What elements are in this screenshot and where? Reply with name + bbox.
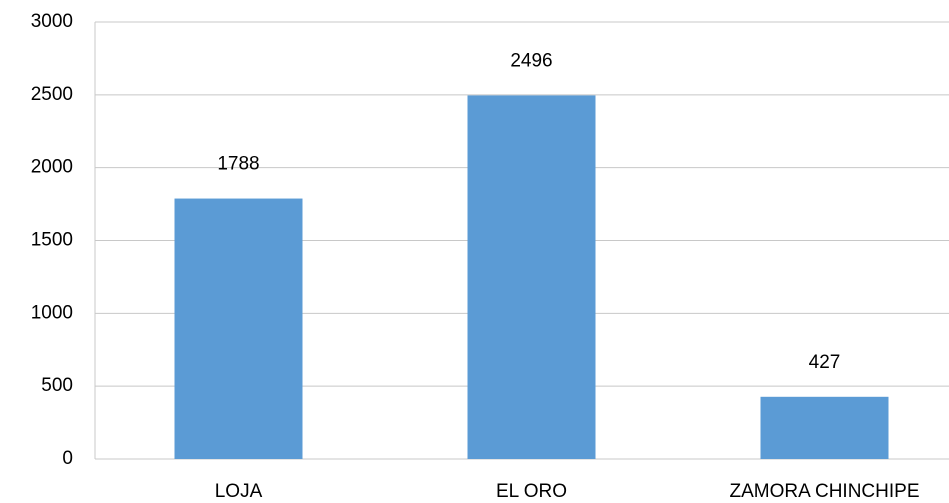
x-tick-label: LOJA [215, 481, 263, 502]
y-tick-label: 2500 [31, 84, 73, 105]
data-label: 1788 [217, 154, 259, 175]
y-tick-label: 1500 [31, 230, 73, 251]
x-tick-label: ZAMORA CHINCHIPE [729, 481, 919, 502]
y-tick-label: 0 [62, 448, 73, 469]
y-tick-label: 3000 [31, 11, 73, 32]
y-tick-label: 1000 [31, 302, 73, 323]
bar [761, 397, 889, 459]
x-tick-label: EL ORO [496, 481, 567, 502]
y-tick-label: 500 [41, 375, 73, 396]
y-tick-label: 2000 [31, 157, 73, 178]
data-label: 2496 [510, 50, 552, 71]
bar [468, 95, 596, 459]
data-label: 427 [809, 352, 841, 373]
bar [175, 199, 303, 459]
chart: 0 500 1000 1500 2000 2500 3000 LOJA 1788 EL ORO 24… [0, 0, 949, 503]
